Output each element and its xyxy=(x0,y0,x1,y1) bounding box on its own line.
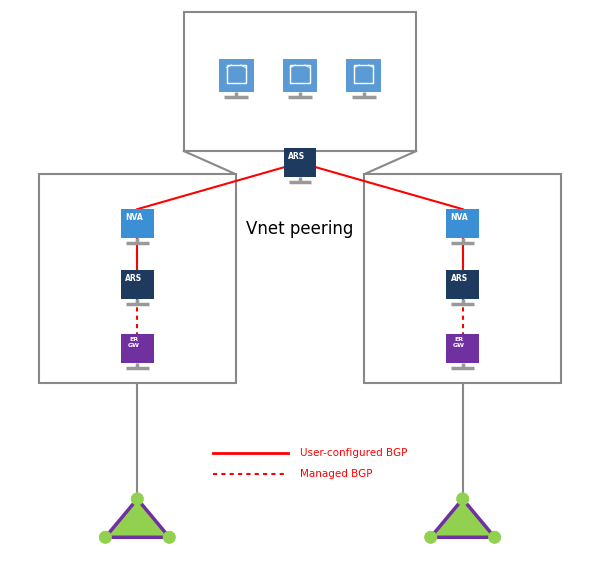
FancyBboxPatch shape xyxy=(346,59,382,92)
FancyBboxPatch shape xyxy=(364,174,562,383)
FancyBboxPatch shape xyxy=(121,270,154,299)
Text: NVA: NVA xyxy=(451,213,468,222)
FancyBboxPatch shape xyxy=(284,148,309,164)
FancyBboxPatch shape xyxy=(446,334,472,350)
FancyBboxPatch shape xyxy=(218,59,254,92)
Text: ARS: ARS xyxy=(288,152,305,161)
Text: NVA: NVA xyxy=(125,213,143,222)
Circle shape xyxy=(457,493,468,504)
FancyBboxPatch shape xyxy=(446,209,479,238)
Circle shape xyxy=(132,493,143,504)
FancyBboxPatch shape xyxy=(446,334,479,363)
Circle shape xyxy=(489,532,500,543)
Text: ARS: ARS xyxy=(451,274,468,283)
FancyBboxPatch shape xyxy=(284,148,316,177)
Circle shape xyxy=(164,532,175,543)
FancyBboxPatch shape xyxy=(121,334,154,363)
FancyBboxPatch shape xyxy=(446,270,472,286)
Polygon shape xyxy=(431,499,494,537)
FancyBboxPatch shape xyxy=(121,209,146,225)
Circle shape xyxy=(425,532,436,543)
Text: ER
GW: ER GW xyxy=(453,337,465,347)
Text: ARS: ARS xyxy=(125,274,142,283)
Text: ER
GW: ER GW xyxy=(128,337,140,347)
FancyBboxPatch shape xyxy=(283,59,317,92)
Circle shape xyxy=(100,532,111,543)
Text: User-configured BGP: User-configured BGP xyxy=(300,448,407,458)
FancyBboxPatch shape xyxy=(121,270,146,286)
FancyBboxPatch shape xyxy=(121,209,154,238)
Text: Managed BGP: Managed BGP xyxy=(300,468,373,479)
Text: Vnet peering: Vnet peering xyxy=(247,221,353,238)
FancyBboxPatch shape xyxy=(121,334,146,350)
FancyBboxPatch shape xyxy=(446,209,472,225)
Polygon shape xyxy=(106,499,169,537)
FancyBboxPatch shape xyxy=(446,270,479,299)
FancyBboxPatch shape xyxy=(38,174,236,383)
FancyBboxPatch shape xyxy=(184,12,416,151)
